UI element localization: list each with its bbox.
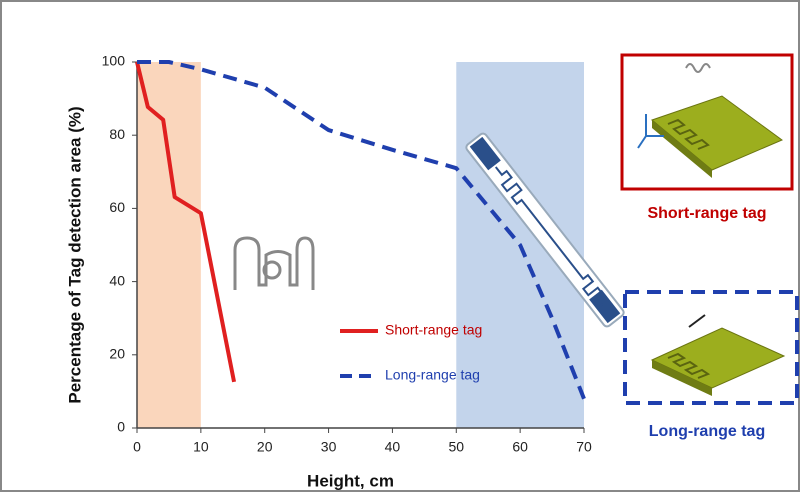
long-board [650,314,786,396]
y-tick-label: 100 [102,53,126,69]
x-tick-label: 10 [193,439,209,455]
x-tick-label: 70 [576,439,592,455]
x-axis-label: Height, cm [307,471,394,490]
series-line [137,60,586,400]
y-tick-label: 80 [109,126,125,142]
shaded-region [137,62,201,428]
x-tick-label: 40 [385,439,401,455]
y-tick-label: 40 [109,272,125,288]
short-board [637,63,784,178]
legend-label: Short-range tag [385,322,482,338]
panel-label: Short-range tag [647,205,766,222]
y-tick-label: 60 [109,199,125,215]
long-tag-icon [465,132,625,328]
x-tick-label: 60 [512,439,528,455]
y-tick-label: 20 [109,346,125,362]
series-line [135,61,237,383]
x-tick-label: 30 [321,439,337,455]
y-axis-label: Percentage of Tag detection area (%) [65,106,84,403]
x-tick-label: 20 [257,439,273,455]
x-tick-label: 0 [133,439,141,455]
y-tick-label: 0 [117,419,125,435]
legend-label: Long-range tag [385,367,480,383]
panel-label: Long-range tag [649,423,765,440]
x-tick-label: 50 [448,439,464,455]
tag-icon [233,236,315,290]
